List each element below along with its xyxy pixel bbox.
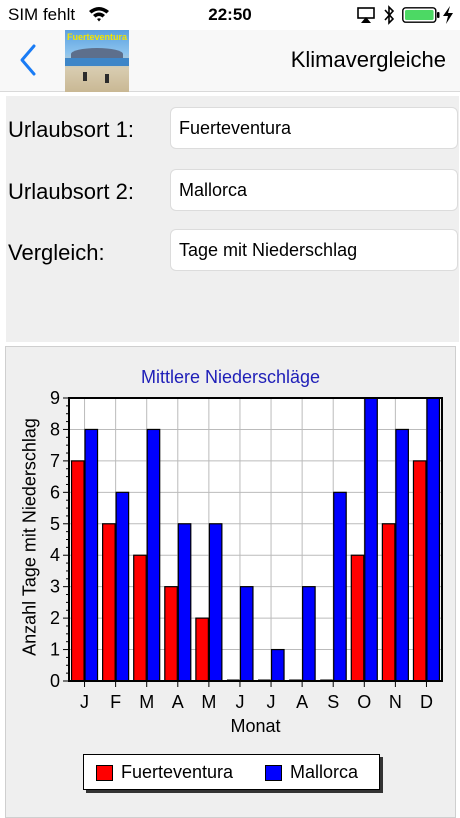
destination-2-label: Urlaubsort 2: bbox=[8, 179, 134, 204]
bar-fuerteventura bbox=[412, 460, 427, 682]
legend-swatch-fuerteventura bbox=[96, 765, 113, 781]
status-bar: SIM fehlt 22:50 bbox=[0, 0, 460, 30]
chevron-left-icon[interactable] bbox=[14, 42, 44, 78]
destination-1-label: Urlaubsort 1: bbox=[8, 117, 134, 142]
x-tick-label: M bbox=[139, 692, 154, 712]
destination-2-field[interactable]: Mallorca bbox=[170, 169, 458, 211]
bluetooth-icon bbox=[384, 5, 395, 25]
battery-icon bbox=[402, 7, 440, 23]
comparison-form: Urlaubsort 1: Fuerteventura Urlaubsort 2… bbox=[6, 96, 459, 342]
legend-swatch-mallorca bbox=[265, 765, 282, 781]
bar-mallorca bbox=[115, 491, 130, 682]
bar-fuerteventura bbox=[133, 554, 147, 682]
carrier-label: SIM fehlt bbox=[8, 5, 76, 24]
x-tick-label: J bbox=[235, 692, 244, 712]
person-shape bbox=[83, 72, 87, 81]
y-tick-label: 4 bbox=[50, 545, 60, 565]
bar-fuerteventura bbox=[102, 523, 116, 682]
bar-mallorca bbox=[395, 428, 409, 682]
bar-mallorca bbox=[364, 397, 378, 682]
bar-mallorca bbox=[208, 523, 223, 682]
bar-mallorca bbox=[239, 586, 254, 682]
comparison-field[interactable]: Tage mit Niederschlag bbox=[170, 229, 458, 271]
y-tick-label: 0 bbox=[50, 671, 60, 691]
bar-mallorca bbox=[426, 397, 441, 682]
sea-shape bbox=[65, 58, 129, 66]
y-axis-label: Anzahl Tage mit Niederschlag bbox=[19, 418, 40, 656]
plot-area bbox=[69, 398, 442, 681]
y-tick-label: 7 bbox=[50, 451, 60, 471]
bar-mallorca bbox=[84, 428, 99, 682]
y-tick-label: 6 bbox=[50, 482, 60, 502]
bar-mallorca bbox=[177, 523, 192, 682]
bar-fuerteventura bbox=[195, 617, 209, 682]
x-tick-label: F bbox=[110, 692, 121, 712]
person-shape bbox=[105, 74, 109, 83]
chart-legend: Fuerteventura Mallorca bbox=[83, 754, 380, 790]
x-tick-label: M bbox=[201, 692, 216, 712]
airplay-icon bbox=[357, 7, 375, 23]
y-tick-label: 8 bbox=[50, 419, 60, 439]
bar-fuerteventura bbox=[381, 523, 396, 682]
y-tick-label: 1 bbox=[50, 640, 60, 660]
bar-fuerteventura bbox=[70, 460, 85, 682]
wifi-icon bbox=[89, 7, 109, 22]
status-time: 22:50 bbox=[208, 5, 252, 24]
destination-1-field[interactable]: Fuerteventura bbox=[170, 107, 458, 149]
bar-mallorca bbox=[270, 648, 285, 682]
legend-label-fuerteventura: Fuerteventura bbox=[121, 762, 234, 782]
bar-mallorca bbox=[146, 428, 161, 682]
x-tick-label: N bbox=[389, 692, 402, 712]
legend-label-mallorca: Mallorca bbox=[290, 762, 359, 782]
x-tick-label: O bbox=[357, 692, 371, 712]
y-tick-label: 9 bbox=[50, 388, 60, 408]
bar-fuerteventura bbox=[164, 586, 178, 682]
x-axis-label: Monat bbox=[230, 716, 281, 736]
mountain-shape bbox=[71, 48, 123, 60]
x-tick-label: S bbox=[327, 692, 339, 712]
page-title: Klimavergleiche bbox=[290, 47, 446, 72]
bar-fuerteventura bbox=[350, 554, 365, 682]
x-tick-label: J bbox=[80, 692, 89, 712]
x-tick-label: J bbox=[267, 692, 276, 712]
charging-icon bbox=[443, 6, 453, 24]
x-tick-label: A bbox=[296, 692, 308, 712]
chart-title: Mittlere Niederschläge bbox=[140, 367, 321, 387]
x-tick-label: A bbox=[172, 692, 184, 712]
plot-frame bbox=[68, 397, 443, 682]
x-tick-label: D bbox=[420, 692, 433, 712]
thumbnail-label: Fuerteventura bbox=[66, 32, 128, 42]
y-tick-label: 2 bbox=[50, 608, 60, 628]
destination-thumbnail[interactable]: Fuerteventura bbox=[65, 30, 129, 92]
bar-mallorca bbox=[302, 586, 316, 682]
comparison-label: Vergleich: bbox=[8, 240, 105, 265]
navigation-bar: Fuerteventura Klimavergleiche bbox=[0, 30, 460, 92]
y-tick-label: 3 bbox=[50, 577, 60, 597]
y-tick-label: 5 bbox=[50, 514, 60, 534]
bar-mallorca bbox=[333, 491, 347, 682]
